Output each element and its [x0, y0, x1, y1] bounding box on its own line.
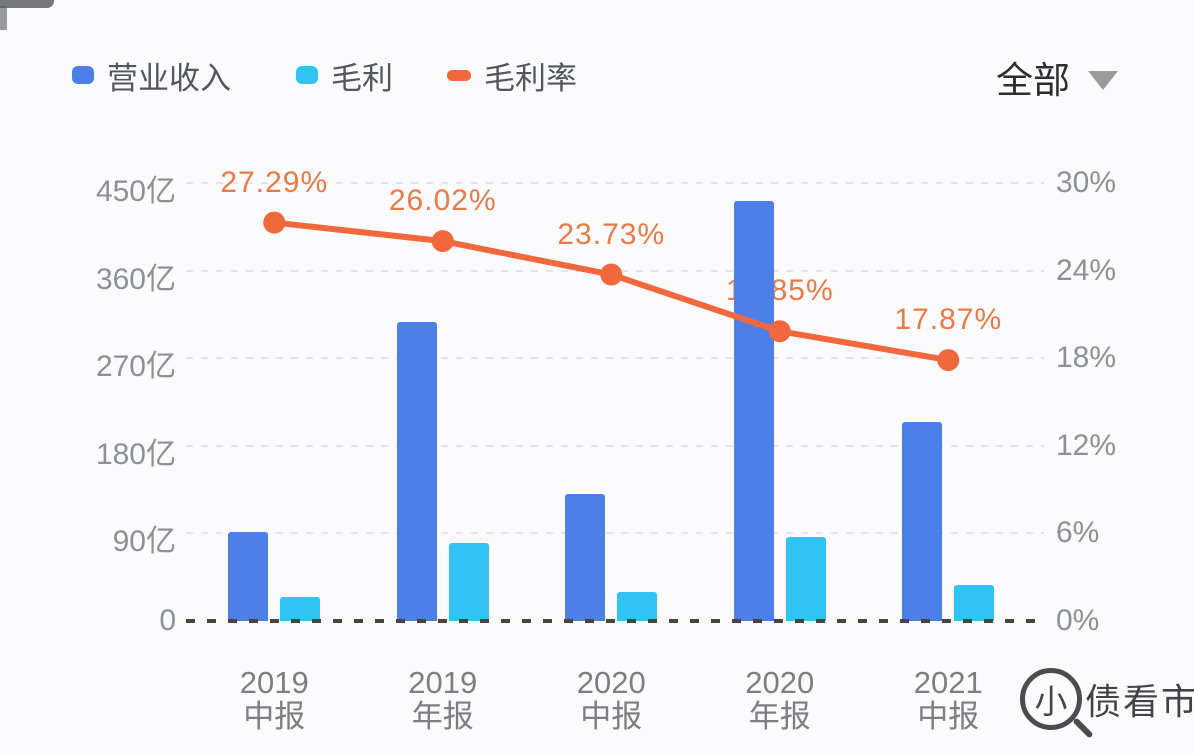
- legend-item-revenue[interactable]: 营业收入: [72, 56, 231, 96]
- gridline: [186, 269, 1044, 272]
- margin-value-label: 27.29%: [220, 165, 329, 199]
- revenue-bar[interactable]: [902, 422, 943, 621]
- revenue-bar[interactable]: [733, 200, 774, 621]
- legend-label: 营业收入: [107, 60, 231, 96]
- y-axis-tick-left: 450亿: [95, 175, 176, 208]
- y-axis-tick-left: 90亿: [112, 525, 176, 559]
- chevron-down-icon: [1088, 71, 1118, 90]
- legend-swatch-revenue: [72, 66, 94, 84]
- gridline: [186, 182, 1044, 184]
- y-axis-tick-left: 180亿: [95, 437, 176, 471]
- margin-value-label: 17.87%: [894, 303, 1003, 337]
- filter-dropdown[interactable]: 全部: [996, 50, 1118, 104]
- y-axis-tick-left: 0: [159, 604, 176, 637]
- margin-value-label: 26.02%: [388, 184, 497, 218]
- x-axis-label: 2020 年报: [745, 665, 815, 734]
- legend-swatch-gross-profit: [296, 66, 318, 84]
- legend-item-gross-margin[interactable]: 毛利率: [447, 56, 577, 96]
- gross-profit-bar[interactable]: [617, 591, 658, 621]
- legend-label: 毛利率: [484, 60, 577, 96]
- revenue-bar[interactable]: [396, 322, 437, 621]
- y-axis-tick-right: 24%: [1056, 253, 1117, 287]
- legend-item-gross-profit[interactable]: 毛利: [296, 56, 393, 96]
- watermark-logo: 小 债看市: [1020, 668, 1194, 739]
- watermark-glass-char: 小: [1034, 683, 1068, 720]
- gridline: [186, 357, 1044, 360]
- gross-profit-bar[interactable]: [785, 537, 826, 621]
- revenue-bar[interactable]: [228, 532, 269, 621]
- y-axis-tick-right: 6%: [1056, 516, 1100, 550]
- gross-profit-bar[interactable]: [954, 584, 995, 621]
- revenue-bar[interactable]: [565, 494, 606, 621]
- watermark-text: 债看市: [1085, 681, 1194, 722]
- y-axis-tick-right: 18%: [1056, 341, 1117, 375]
- y-axis-tick-left: 270亿: [95, 350, 176, 384]
- y-axis-tick-right: 30%: [1056, 166, 1117, 199]
- x-axis-label: 2020 中报: [576, 665, 646, 734]
- gridline: [186, 532, 1044, 535]
- y-axis-tick-right: 0%: [1056, 604, 1100, 637]
- margin-value-label: 23.73%: [557, 217, 666, 251]
- y-axis-tick-left: 360亿: [95, 262, 176, 296]
- y-axis-tick-right: 12%: [1056, 428, 1117, 462]
- gridline: [186, 444, 1044, 447]
- screenshot-corner-artifact: [0, 6, 7, 30]
- chart-legend: 营业收入 毛利 毛利率: [0, 56, 1194, 96]
- legend-label: 毛利: [331, 60, 393, 96]
- x-axis-label: 2019 年报: [408, 665, 478, 734]
- x-axis-label: 2021 中报: [913, 665, 983, 734]
- x-axis-line: [186, 619, 1044, 623]
- gross-profit-bar[interactable]: [280, 596, 321, 621]
- screenshot-corner-artifact: [0, 0, 54, 8]
- x-axis-label: 2019 中报: [239, 665, 309, 734]
- gross-profit-bar[interactable]: [448, 543, 489, 621]
- legend-swatch-gross-margin: [447, 69, 471, 81]
- filter-selected-value: 全部: [996, 60, 1070, 101]
- magnifier-icon: 小: [1020, 668, 1094, 739]
